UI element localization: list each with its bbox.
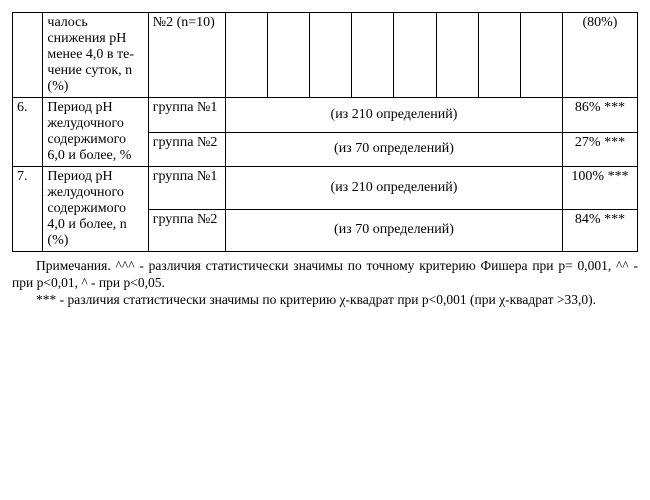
cell-mini [478,13,520,98]
cell-last: 27% *** [562,132,637,167]
cell-group: группа №1 [148,167,225,210]
cell-last: 100% *** [562,167,637,210]
cell-group: группа №2 [148,132,225,167]
cell-last: 86% *** [562,98,637,133]
cell-num [13,13,43,98]
table-row: 7. Период pH желу­дочного содержи­мого 4… [13,167,638,210]
cell-group: группа №1 [148,98,225,133]
cell-span: (из 210 определений) [225,167,562,210]
cell-param: Период pH желу­дочного содержи­мого 4,0 … [43,167,148,252]
cell-last: (80%) [562,13,637,98]
cell-group: группа №2 [148,209,225,252]
cell-mini [225,13,267,98]
footnote-line: *** - различия статистически значимы по … [12,292,638,309]
footnotes: Примечания. ^^^ - различия статистически… [12,258,638,309]
cell-mini [436,13,478,98]
cell-param: чалось снижения pH менее 4,0 в те­чение … [43,13,148,98]
cell-num: 7. [13,167,43,252]
data-table: чалось снижения pH менее 4,0 в те­чение … [12,12,638,252]
cell-group: №2 (n=10) [148,13,225,98]
cell-num: 6. [13,98,43,167]
cell-mini [268,13,310,98]
table-row: чалось снижения pH менее 4,0 в те­чение … [13,13,638,98]
cell-mini [310,13,352,98]
cell-mini [352,13,394,98]
cell-mini [520,13,562,98]
table-row: 6. Период pH желу­дочного содержи­мого 6… [13,98,638,133]
cell-span: (из 70 определений) [225,132,562,167]
cell-param: Период pH желу­дочного содержи­мого 6,0 … [43,98,148,167]
cell-last: 84% *** [562,209,637,252]
cell-mini [394,13,436,98]
cell-span: (из 210 определений) [225,98,562,133]
footnote-line: Примечания. ^^^ - различия статистически… [12,258,638,292]
cell-span: (из 70 определений) [225,209,562,252]
